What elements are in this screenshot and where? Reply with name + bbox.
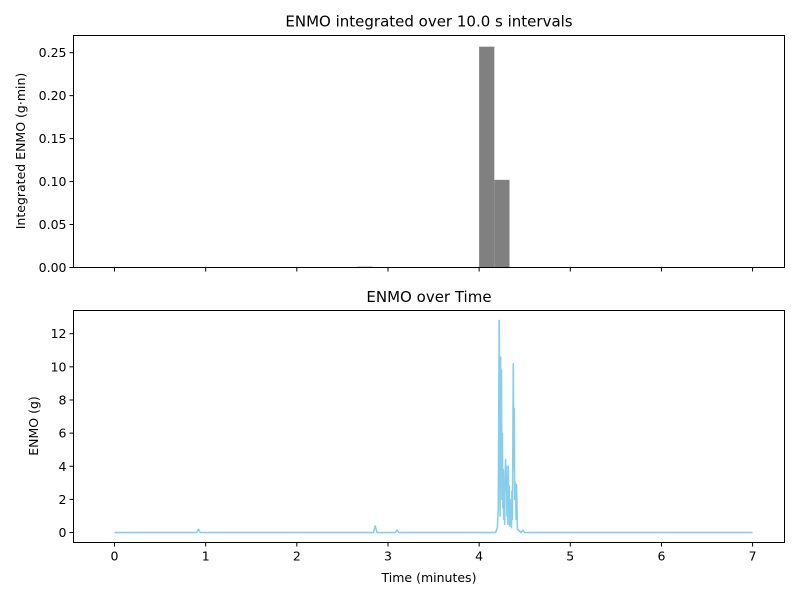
enmo-y-tick-label-6: 12 <box>51 326 67 341</box>
enmo-y-ticks: 0 2 4 6 8 10 12 <box>51 326 74 540</box>
integrated-enmo-y-tick-label-2: 0.10 <box>39 174 67 189</box>
enmo-x-tick-label-1: 1 <box>202 549 210 564</box>
enmo-over-time-title: ENMO over Time <box>366 288 491 306</box>
integrated-enmo-title: ENMO integrated over 10.0 s intervals <box>285 13 572 31</box>
integrated-enmo-y-tick-label-4: 0.20 <box>39 88 67 103</box>
enmo-y-axis-label: ENMO (g) <box>26 396 41 456</box>
enmo-y-tick-label-2: 4 <box>59 459 67 474</box>
integrated-enmo-x-ticks <box>114 267 754 272</box>
enmo-y-tick-label-3: 6 <box>59 426 67 441</box>
enmo-y-tick-label-0: 0 <box>59 525 67 540</box>
enmo-x-ticks: 0 1 2 3 4 5 6 7 <box>111 542 757 564</box>
integrated-enmo-y-tick-label-0: 0.00 <box>39 260 67 275</box>
enmo-y-tick-label-1: 2 <box>59 492 67 507</box>
integrated-enmo-bar-4 <box>494 179 510 268</box>
enmo-x-tick-label-5: 5 <box>566 549 574 564</box>
integrated-enmo-panel: ENMO integrated over 10.0 s intervals In… <box>13 13 785 275</box>
enmo-over-time-panel: ENMO over Time ENMO (g) Time (minutes) 0… <box>26 288 785 585</box>
integrated-enmo-bar-3 <box>479 46 495 268</box>
enmo-x-tick-label-6: 6 <box>657 549 665 564</box>
enmo-y-tick-label-5: 10 <box>51 359 67 374</box>
enmo-x-tick-label-2: 2 <box>293 549 301 564</box>
enmo-line <box>114 319 753 534</box>
enmo-x-tick-label-7: 7 <box>749 549 757 564</box>
enmo-axes-frame <box>73 310 785 543</box>
enmo-x-axis-label: Time (minutes) <box>381 570 477 585</box>
integrated-enmo-y-tick-label-1: 0.05 <box>39 217 67 232</box>
integrated-enmo-y-ticks: 0.00 0.05 0.10 0.15 0.20 0.25 <box>39 45 74 275</box>
integrated-enmo-bars <box>357 46 510 268</box>
enmo-x-tick-label-0: 0 <box>111 549 119 564</box>
integrated-enmo-y-tick-label-5: 0.25 <box>39 45 67 60</box>
enmo-line-series <box>114 319 753 534</box>
enmo-x-tick-label-4: 4 <box>475 549 483 564</box>
integrated-enmo-y-axis-label: Integrated ENMO (g·min) <box>13 73 28 230</box>
integrated-enmo-axes-frame <box>73 35 785 268</box>
integrated-enmo-y-tick-label-3: 0.15 <box>39 131 67 146</box>
enmo-y-tick-label-4: 8 <box>59 392 67 407</box>
enmo-x-tick-label-3: 3 <box>384 549 392 564</box>
